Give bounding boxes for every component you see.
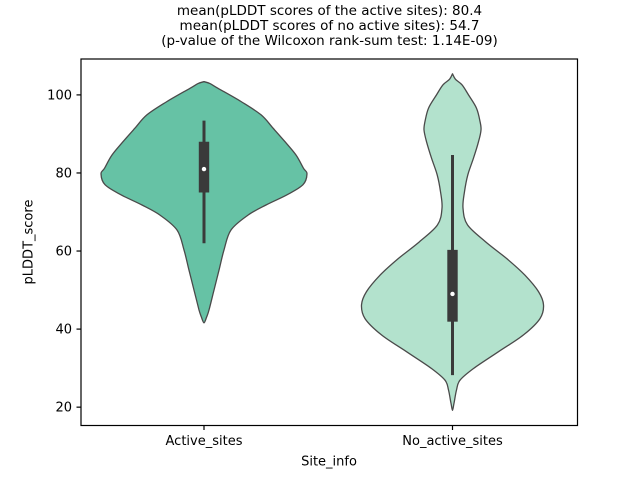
y-tick-label: 60 [55,245,72,260]
y-tick-label: 40 [55,323,72,338]
chart-title: mean(pLDDT scores of the active sites): … [81,4,578,49]
y-tick-label: 100 [47,88,72,103]
chart-title-line-3: (p-value of the Wilcoxon rank-sum test: … [161,33,498,49]
x-tick-label: No_active_sites [402,434,503,449]
y-tick-label: 80 [55,166,72,181]
x-axis-label: Site_info [301,454,357,470]
median-dot-No_active_sites [450,291,455,297]
chart-title-line-2: mean(pLDDT scores of no active sites): 5… [179,18,480,34]
x-tick-label: Active_sites [166,434,243,449]
y-tick-label: 20 [55,401,72,416]
iqr-box-No_active_sites [447,249,458,322]
axes-spines [80,58,579,427]
chart-title-line-1: mean(pLDDT scores of the active sites): … [176,3,483,19]
median-dot-Active_sites [201,166,207,172]
